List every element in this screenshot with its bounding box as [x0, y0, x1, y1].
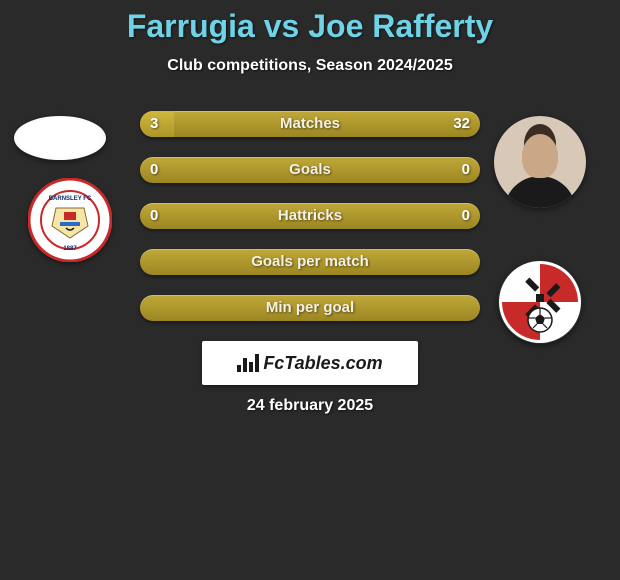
stat-label: Matches [140, 111, 480, 137]
stat-label: Min per goal [140, 295, 480, 321]
svg-text:BARNSLEY FC: BARNSLEY FC [49, 196, 92, 202]
bar-chart-icon [237, 354, 259, 372]
stat-value-left: 0 [150, 157, 158, 183]
fctables-text: FcTables.com [263, 353, 382, 374]
stat-row: Hattricks0 0 [140, 203, 480, 229]
club-logo-right [498, 260, 582, 344]
date-line: 24 february 2025 [0, 397, 620, 415]
club-logo-left: BARNSLEY FC 1887 [28, 178, 112, 262]
page-title: Farrugia vs Joe Rafferty [0, 8, 620, 45]
stat-row: Goals0 0 [140, 157, 480, 183]
stat-label: Hattricks [140, 203, 480, 229]
stat-value-left: 3 [150, 111, 158, 137]
player-photo-left [14, 116, 106, 160]
stat-row: Matches3 32 [140, 111, 480, 137]
fctables-logo: FcTables.com [202, 341, 418, 385]
subtitle: Club competitions, Season 2024/2025 [0, 57, 620, 75]
stat-row: Min per goal [140, 295, 480, 321]
stat-value-left: 0 [150, 203, 158, 229]
player-photo-right [494, 116, 586, 208]
stat-label: Goals per match [140, 249, 480, 275]
stat-label: Goals [140, 157, 480, 183]
stat-value-right: 0 [462, 157, 470, 183]
stat-value-right: 0 [462, 203, 470, 229]
stat-value-right: 32 [453, 111, 470, 137]
stat-row: Goals per match [140, 249, 480, 275]
svg-text:1887: 1887 [63, 246, 77, 252]
